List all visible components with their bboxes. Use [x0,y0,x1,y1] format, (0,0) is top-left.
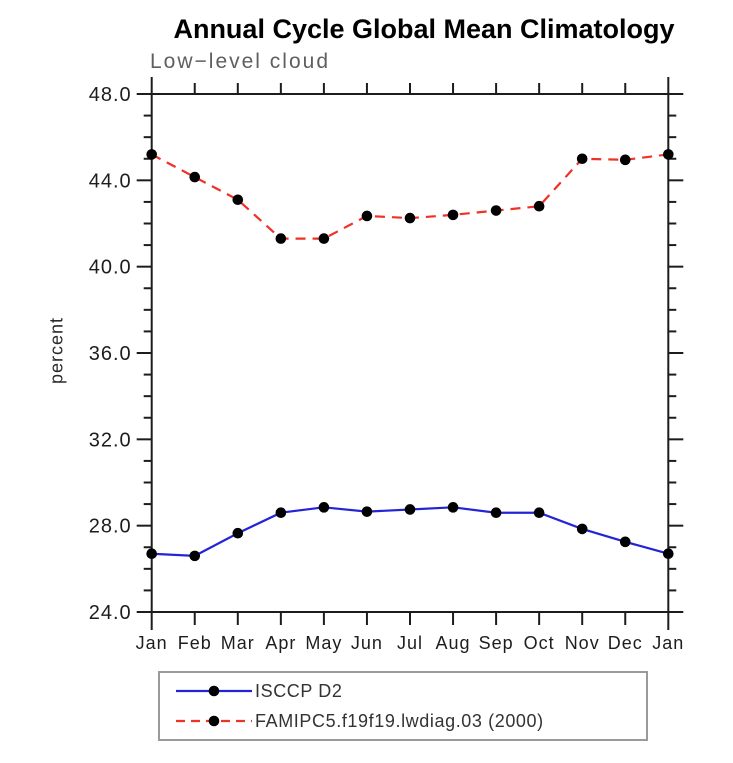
data-point-marker [189,171,201,183]
x-tick-label: Oct [524,633,555,653]
data-point-marker [619,154,631,166]
x-tick-label: Jan [136,633,168,653]
data-point-marker [447,209,459,221]
data-point-marker [318,502,330,513]
x-tick-label: Apr [265,633,296,653]
x-tick-label: Jul [397,633,423,653]
x-tick-label: Jun [351,633,383,653]
legend-dashed-line-sample [176,715,252,727]
y-tick-label: 40.0 [89,257,132,279]
plot-frame [150,93,670,613]
legend-item-model: FAMIPC5.f19f19.lwdiag.03 (2000) [160,706,646,736]
y-tick-label: 44.0 [89,170,132,192]
legend-box: ISCCP D2 FAMIPC5.f19f19.lwdiag.03 (2000) [158,671,648,741]
data-point-marker [361,506,373,517]
data-point-marker [533,507,545,519]
legend-item-obs: ISCCP D2 [160,676,646,706]
data-point-marker [490,507,502,519]
x-tick-label: Jan [652,633,684,653]
data-point-marker [619,536,631,548]
data-point-marker [318,233,330,244]
x-tick-label: May [305,633,342,653]
legend-solid-line-sample [176,685,252,697]
legend-obs-marker [208,685,220,697]
x-tick-label: Mar [221,633,255,653]
data-point-marker [275,507,287,519]
x-tick-label: Dec [608,633,643,653]
data-point-marker [146,149,157,160]
x-tick-label: Nov [565,633,600,653]
legend-label-obs: ISCCP D2 [255,680,343,701]
data-point-marker [404,504,416,515]
y-tick-label: 32.0 [89,429,132,451]
data-point-marker [490,205,502,216]
x-tick-label: Sep [479,633,514,653]
legend-label-model: FAMIPC5.f19f19.lwdiag.03 (2000) [255,710,544,731]
data-point-marker [447,502,459,513]
y-tick-label: 48.0 [89,84,132,106]
data-point-marker [533,200,545,212]
data-point-marker [576,523,588,535]
data-point-marker [275,233,287,244]
data-point-marker [189,550,201,562]
chart-title: Annual Cycle Global Mean Climatology [173,14,675,44]
data-point-marker [663,548,674,560]
y-tick-label: 24.0 [89,602,132,624]
data-point-marker [361,210,373,222]
data-point-marker [404,212,416,224]
data-point-marker [232,194,244,206]
data-point-marker [576,153,588,165]
legend-model-marker [208,715,220,727]
x-tick-label: Aug [436,633,471,653]
data-point-marker [663,149,674,160]
y-tick-label: 28.0 [89,516,132,538]
data-point-marker [146,548,157,560]
y-tick-label: 36.0 [89,343,132,365]
chart-subtitle: Low−level cloud [150,50,331,73]
x-tick-label: Feb [178,633,212,653]
model-series-line [151,153,669,240]
data-point-marker [232,527,244,539]
